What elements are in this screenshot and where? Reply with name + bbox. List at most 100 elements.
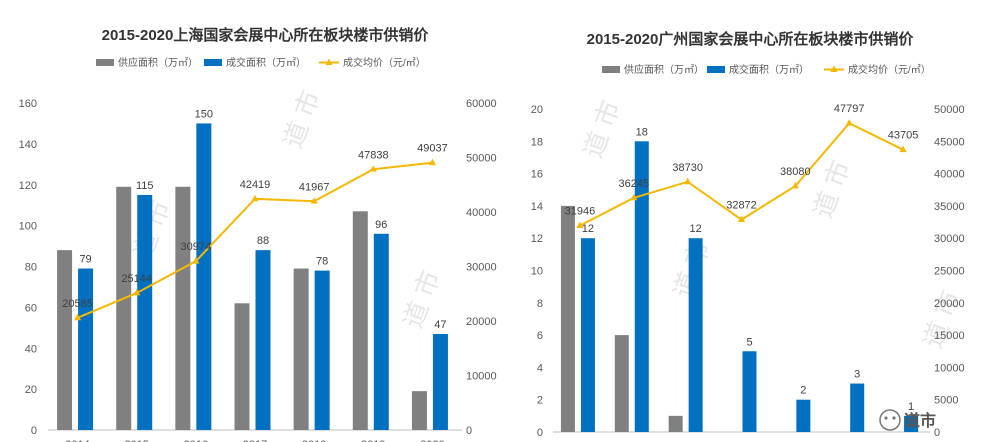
y-left-tick-label: 10 (531, 266, 543, 278)
legend-entry-3: 成交均价（元/㎡） (848, 63, 931, 76)
bar-transaction (373, 233, 389, 430)
y-right-tick-label: 10000 (466, 371, 497, 383)
line-point-marker (73, 313, 82, 321)
bar-data-label: 5 (746, 336, 752, 348)
y-left-tick-label: 18 (531, 136, 543, 148)
y-right-tick-label: 40000 (934, 169, 965, 181)
line-data-label: 43705 (888, 130, 919, 142)
bar-transaction (78, 268, 94, 430)
bar-supply (293, 268, 309, 430)
y-right-tick-label: 20000 (466, 316, 497, 328)
y-left-tick-label: 2 (537, 395, 543, 407)
bar-transaction (688, 238, 703, 432)
line-point-marker (428, 158, 437, 166)
bar-data-label: 78 (316, 256, 328, 268)
bar-transaction (580, 238, 595, 432)
line-data-label: 47797 (834, 103, 865, 115)
y-left-tick-label: 80 (25, 262, 37, 274)
x-tick-label: 2018 (302, 439, 326, 442)
y-left-tick-label: 8 (537, 298, 543, 310)
y-left-tick-label: 100 (19, 221, 37, 233)
bar-transaction (432, 333, 448, 430)
bar-supply (411, 391, 427, 430)
bar-data-label: 115 (136, 180, 154, 192)
line-data-label: 30974 (181, 241, 212, 253)
y-left-tick-label: 0 (31, 425, 37, 437)
y-left-tick-label: 120 (19, 180, 37, 192)
line-data-label: 41967 (299, 181, 330, 193)
bar-data-label: 3 (854, 369, 860, 381)
bar-data-label: 2 (800, 385, 806, 397)
bar-data-label: 150 (195, 108, 213, 120)
legend-marker-triangle-icon (325, 58, 333, 65)
watermark-text: 道 市 (917, 286, 965, 352)
legend-swatch-1 (602, 66, 620, 73)
line-data-label: 20585 (62, 298, 93, 310)
bar-transaction (255, 250, 271, 430)
bar-data-label: 1 (908, 401, 914, 413)
watermark-layer: 道 市道 市道 市道 市道 市道 市道 市 (127, 86, 965, 352)
y-left-tick-label: 16 (531, 169, 543, 181)
y-right-tick-label: 5000 (934, 395, 958, 407)
legend-entry-1: 供应面积（万㎡） (624, 63, 704, 76)
bar-transaction (634, 141, 649, 433)
y-left-tick-label: 60 (25, 302, 37, 314)
y-left-tick-label: 0 (537, 427, 543, 439)
y-left-tick-label: 12 (531, 233, 543, 245)
bar-supply (668, 415, 683, 432)
bar-data-label: 79 (79, 254, 91, 266)
line-data-label: 31946 (565, 206, 596, 218)
brand-logo-dot-icon (892, 416, 896, 420)
y-right-tick-label: 45000 (934, 136, 965, 148)
y-right-tick-label: 30000 (466, 262, 497, 274)
bar-data-label: 96 (375, 219, 387, 231)
y-left-tick-label: 20 (531, 104, 543, 116)
bar-transaction (904, 415, 919, 432)
line-point-marker (630, 193, 638, 201)
line-data-label: 49037 (417, 143, 448, 155)
y-left-tick-label: 20 (25, 384, 37, 396)
bar-data-label: 88 (257, 235, 269, 247)
watermark-text: 道 市 (577, 96, 625, 162)
line-data-label: 42419 (240, 179, 271, 191)
chart-title: 2015-2020上海国家会展中心所在板块楼市供销价 (102, 26, 430, 44)
line-point-marker (791, 182, 799, 189)
y-left-tick-label: 14 (531, 201, 543, 213)
bar-data-label: 12 (690, 223, 702, 235)
legend-swatch-2 (204, 59, 222, 66)
bar-supply (116, 186, 132, 430)
line-data-label: 38730 (672, 162, 703, 174)
y-left-tick-label: 40 (25, 343, 37, 355)
bar-supply (175, 186, 191, 430)
legend-entry-2: 成交面积（万㎡） (226, 56, 306, 69)
legend-swatch-1 (96, 59, 114, 66)
watermark-text: 道 市 (807, 156, 855, 222)
bar-supply (234, 303, 250, 430)
y-right-tick-label: 20000 (934, 298, 965, 310)
x-tick-label: 2020 (420, 439, 444, 442)
line-point-marker (310, 197, 318, 204)
line-data-label: 36245 (618, 178, 649, 190)
bar-supply (560, 205, 575, 432)
brand-name: 道市 (904, 411, 936, 430)
bar-transaction (314, 270, 330, 430)
bar-supply (614, 335, 629, 432)
legend-entry-2: 成交面积（万㎡） (729, 63, 809, 76)
line-point-marker (845, 119, 853, 126)
y-right-tick-label: 50000 (934, 104, 965, 116)
bar-transaction (137, 194, 153, 430)
bar-transaction (196, 123, 212, 430)
line-data-label: 25144 (121, 273, 152, 285)
y-right-tick-label: 15000 (934, 330, 965, 342)
brand-badge: 道市 (879, 409, 936, 431)
legend-entry-3: 成交均价（元/㎡） (343, 56, 426, 69)
line-point-marker (737, 215, 746, 223)
line-point-marker (133, 288, 141, 296)
line-data-label: 38080 (780, 166, 811, 178)
y-right-tick-label: 40000 (466, 207, 497, 219)
bar-transaction (850, 383, 865, 432)
